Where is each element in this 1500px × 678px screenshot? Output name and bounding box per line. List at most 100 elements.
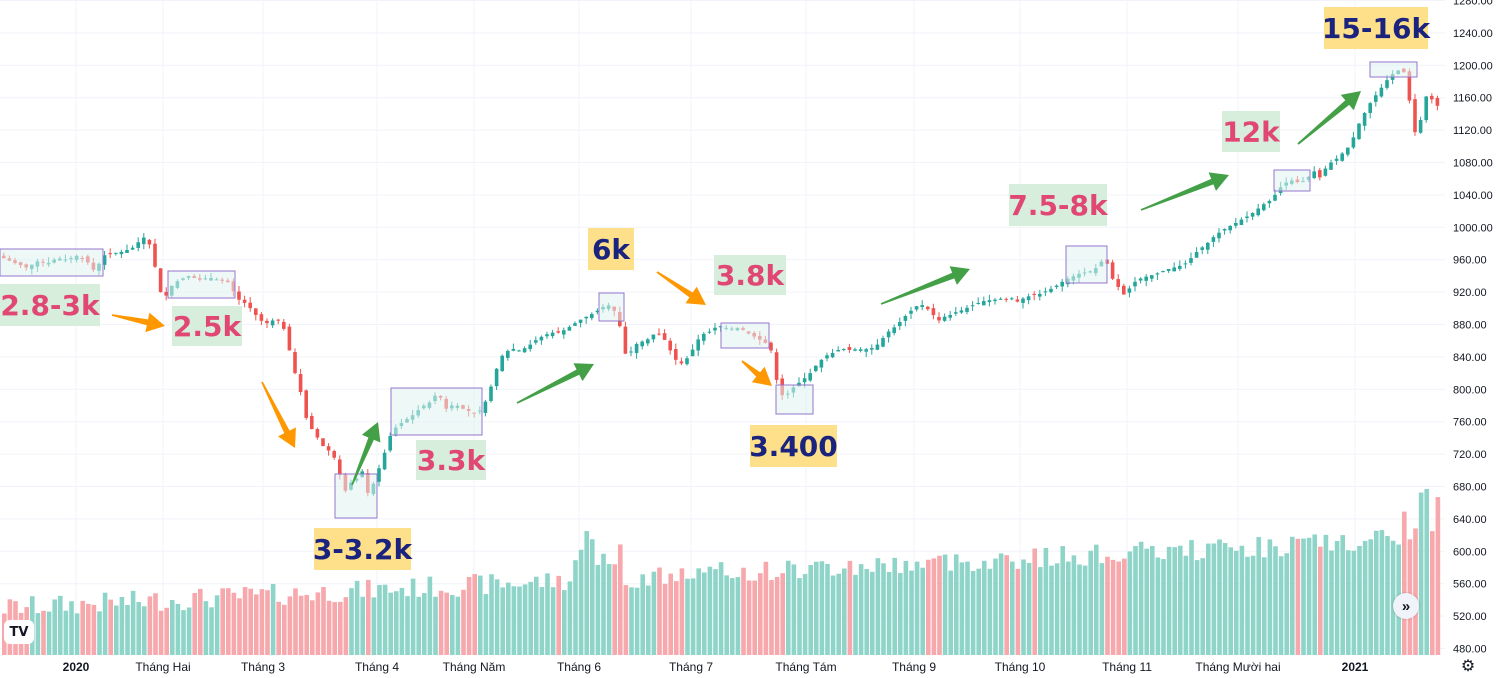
volume-bar — [410, 578, 416, 655]
price-tick-label: 1040.00 — [1453, 190, 1493, 202]
candle-body — [125, 249, 129, 253]
time-tick-label: Tháng 10 — [995, 660, 1046, 674]
volume-bar — [142, 606, 147, 655]
volume-bar — [1250, 555, 1256, 655]
volume-bar — [965, 561, 970, 655]
candle-body — [136, 242, 140, 248]
volume-bar — [276, 601, 281, 655]
volume-bar — [1004, 555, 1009, 655]
volume-bar — [1038, 567, 1043, 655]
volume-bar — [1267, 539, 1273, 655]
volume-bar — [1435, 497, 1441, 655]
volume-bar — [842, 568, 847, 655]
volume-bar — [1239, 545, 1245, 655]
candle-body — [1318, 170, 1322, 178]
volume-bar — [534, 576, 539, 655]
candle-body — [774, 352, 779, 380]
annotation-label-text: 6k — [592, 233, 631, 266]
volume-bar — [1155, 557, 1161, 655]
candle-body — [914, 306, 919, 310]
volume-bar — [46, 611, 52, 655]
candle-body — [382, 452, 387, 470]
volume-bar — [830, 575, 836, 655]
volume-bar — [1043, 547, 1049, 655]
volume-bar — [870, 571, 875, 655]
settings-gear-icon[interactable]: ⚙ — [1460, 658, 1476, 675]
candle-body — [903, 316, 908, 321]
candle-body — [668, 340, 672, 351]
candle-body — [881, 338, 885, 347]
volume-bar — [998, 553, 1004, 655]
price-tick-label: 480.00 — [1453, 644, 1487, 656]
candle-body — [332, 450, 336, 458]
volume-bar — [399, 587, 405, 655]
annotation-label-text: 3.3k — [417, 444, 487, 477]
tradingview-logo-icon[interactable]: TV — [4, 620, 34, 644]
time-tick-label: Tháng 7 — [669, 660, 713, 674]
candle-body — [494, 368, 499, 387]
volume-bar — [1032, 548, 1037, 655]
volume-bar — [1340, 535, 1345, 655]
volume-bar — [517, 586, 522, 655]
volume-bar — [214, 595, 220, 655]
volume-bar — [679, 568, 685, 655]
volume-bar — [1351, 550, 1357, 655]
volume-bar — [1071, 555, 1077, 655]
volume-bar — [1357, 545, 1362, 655]
candle-body — [926, 306, 930, 310]
volume-bar — [702, 572, 707, 655]
candle-body — [1374, 95, 1378, 102]
highlight-box — [598, 292, 625, 322]
volume-bar — [310, 600, 315, 655]
volume-bar — [1116, 561, 1121, 655]
candle-body — [1144, 276, 1148, 281]
volume-bar — [730, 578, 735, 655]
volume-bar — [377, 585, 382, 655]
volume-bar — [186, 607, 192, 655]
candle-body — [259, 314, 264, 321]
price-tick-label: 560.00 — [1453, 579, 1487, 591]
candle-body — [528, 344, 532, 350]
price-tick-label: 880.00 — [1453, 320, 1487, 332]
volume-bar — [1413, 528, 1418, 655]
volume-bar — [774, 576, 780, 655]
annotation-labels: 2.8-3k 2.5k 3-3.2k 3.3k 6k 3.8k 3.400 7.5-8k 12k… — [0, 7, 1431, 570]
candle-body — [102, 255, 107, 265]
candle-body — [909, 310, 913, 314]
volume-bar — [220, 588, 225, 655]
candle-body — [1038, 293, 1042, 297]
volume-bar — [690, 578, 696, 655]
candle-body — [298, 374, 303, 392]
volume-bar — [119, 596, 125, 655]
candle-body — [685, 358, 689, 365]
annotation-label-text: 3.400 — [749, 430, 838, 463]
candle-body — [114, 252, 118, 254]
candle-body — [511, 348, 516, 351]
volume-bar — [898, 573, 903, 655]
volume-bar — [371, 597, 377, 655]
scroll-to-realtime-button[interactable]: » — [1393, 593, 1419, 619]
candle-body — [819, 359, 824, 368]
volume-bar — [338, 601, 343, 655]
volume-bar — [1166, 546, 1172, 655]
candle-body — [1133, 281, 1137, 287]
volume-bar — [287, 596, 293, 655]
candle-body — [1110, 262, 1115, 279]
volume-bar — [1256, 537, 1261, 655]
volume-bar — [573, 560, 578, 655]
candle-body — [1413, 99, 1417, 133]
volume-bar — [685, 578, 690, 655]
volume-bar — [80, 600, 85, 655]
volume-bar — [802, 574, 808, 655]
volume-bar — [198, 588, 203, 655]
volume-bar — [931, 558, 937, 655]
volume-bar — [1424, 488, 1429, 655]
candle-body — [976, 302, 980, 304]
volume-bar — [629, 587, 634, 655]
candle-body — [982, 301, 986, 306]
candle-body — [310, 416, 314, 429]
candle-body — [674, 349, 678, 360]
volume-bar — [1295, 538, 1301, 655]
volume-bar — [668, 573, 673, 655]
volume-bar — [427, 576, 433, 655]
